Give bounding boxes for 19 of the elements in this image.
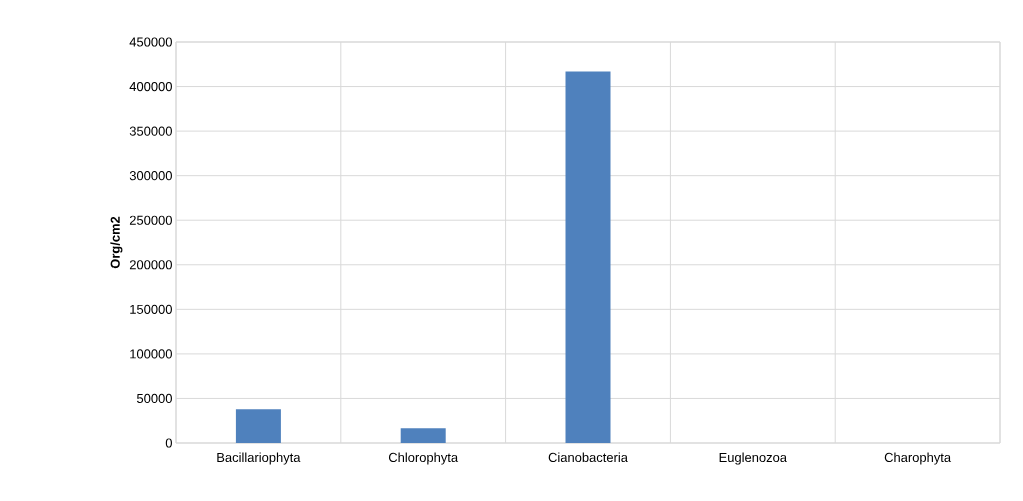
y-tick-label: 400000 bbox=[129, 81, 172, 92]
x-tick-label: Bacillariophyta bbox=[217, 452, 301, 465]
x-tick-label: Euglenozoa bbox=[719, 452, 787, 465]
bar bbox=[400, 428, 446, 443]
bar bbox=[565, 71, 611, 443]
y-tick-label: 250000 bbox=[129, 215, 172, 225]
y-tick-label: 300000 bbox=[129, 171, 172, 181]
y-tick-label: 50000 bbox=[136, 393, 172, 404]
y-tick-label: 450000 bbox=[129, 37, 172, 47]
y-axis-title: Org/cm2 bbox=[110, 216, 123, 269]
x-tick-label: Chlorophyta bbox=[388, 452, 459, 465]
y-tick-label: 0 bbox=[165, 438, 172, 448]
x-tick-label: Cianobacteria bbox=[548, 452, 628, 463]
y-tick-label: 100000 bbox=[130, 349, 172, 359]
x-tick-label: Charophyta bbox=[884, 452, 952, 465]
y-tick-label: 350000 bbox=[129, 126, 172, 136]
y-tick-label: 200000 bbox=[129, 260, 172, 270]
bar bbox=[235, 409, 281, 443]
y-tick-label: 150000 bbox=[130, 304, 172, 314]
